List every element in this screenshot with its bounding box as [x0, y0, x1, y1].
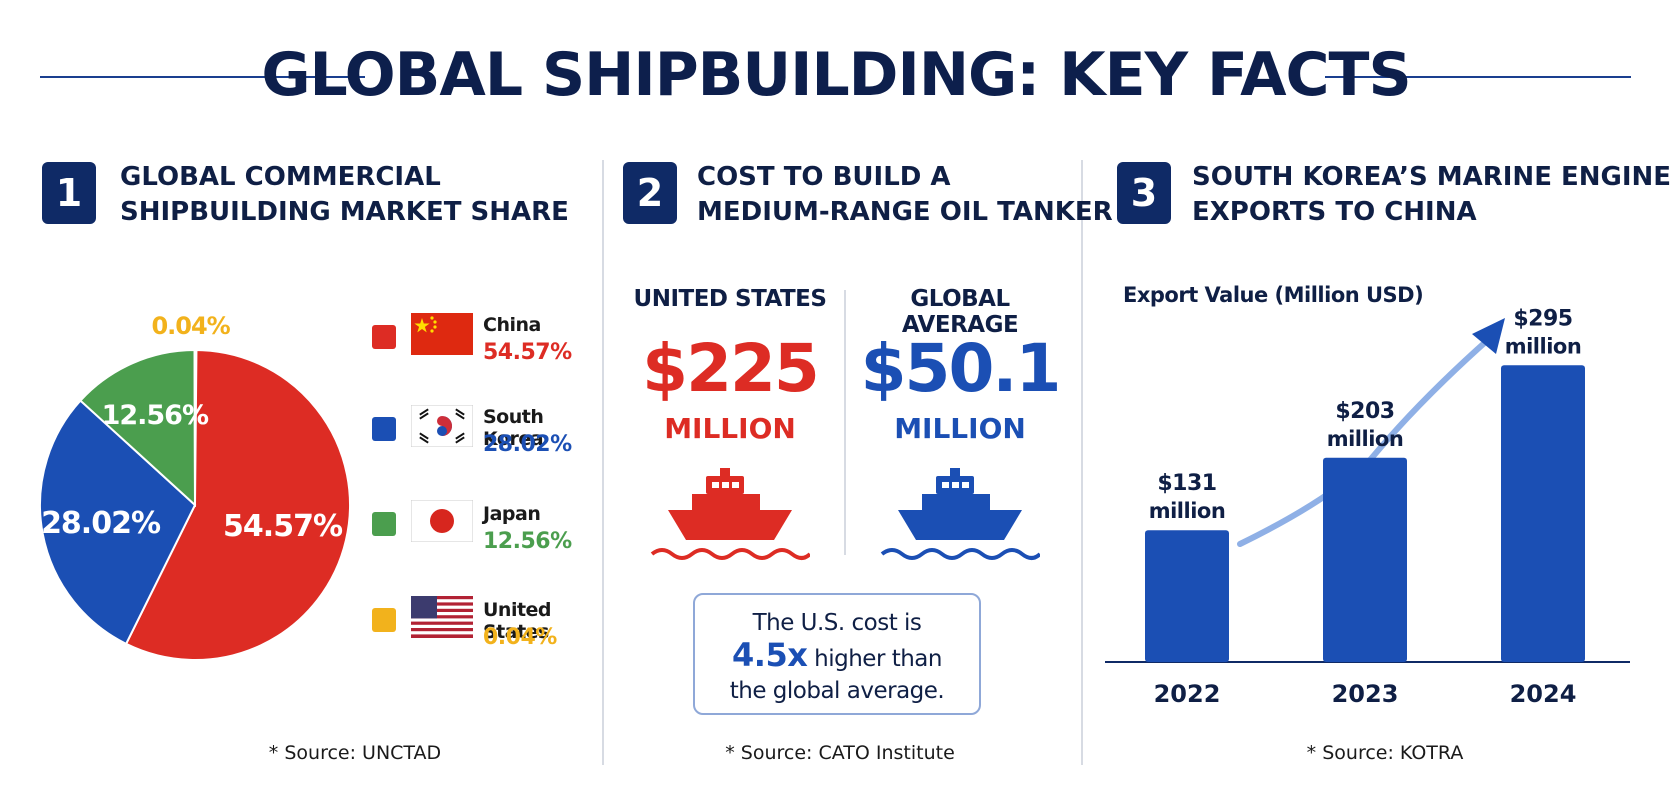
panel-2-source: * Source: CATO Institute: [725, 742, 955, 764]
bar-category-label-2023: 2023: [1332, 680, 1399, 708]
panel-divider-2: [1081, 160, 1083, 765]
bar-2023: [1323, 457, 1407, 662]
legend-value-china: 54.57%: [483, 340, 572, 365]
bar-2024: [1501, 365, 1585, 662]
panel-2-number-badge: 2: [623, 162, 677, 224]
panel-1-title: GLOBAL COMMERCIAL SHIPBUILDING MARKET SH…: [120, 160, 569, 230]
bar-unit-label-2023: million: [1327, 427, 1404, 451]
us-flag-icon: [411, 596, 473, 638]
legend-name-japan: Japan: [483, 503, 541, 525]
panel-3-number-badge: 3: [1117, 162, 1171, 224]
bar-category-label-2024: 2024: [1510, 680, 1577, 708]
pie-label-united-states: 0.04%: [151, 312, 230, 340]
legend-swatch-japan: [372, 512, 396, 536]
bar-value-label-2024: $295: [1513, 306, 1572, 331]
panel-divider-1: [602, 160, 604, 765]
bar-2022: [1145, 530, 1229, 662]
legend-name-united-states: United States: [483, 599, 552, 643]
cost-unit-united-states: MILLION: [664, 412, 796, 445]
title-rule-right: [1325, 76, 1631, 78]
bar-category-label-2022: 2022: [1154, 680, 1221, 708]
note-line-2: 4.5x higher than: [695, 639, 979, 675]
engine-exports-bar-chart: $131 million 2022 $203 million 2023 $295 millio…: [1105, 306, 1630, 708]
cost-center-divider: [844, 290, 846, 555]
legend-name-china: China: [483, 314, 541, 336]
panel-3-title: SOUTH KOREA’S MARINE ENGINE EXPORTS TO C…: [1192, 160, 1671, 230]
panel-2-title-line1: COST TO BUILD A: [697, 162, 951, 192]
panel-3-source: * Source: KOTRA: [1306, 742, 1464, 764]
pie-legend: China 54.57% South Korea 28.02% Japan 12…: [370, 310, 600, 650]
pie-label-south-korea: 28.02%: [41, 506, 161, 541]
tanker-ship-icon-red: [650, 468, 810, 560]
legend-swatch-united-states: [372, 608, 396, 632]
legend-value-japan: 12.56%: [483, 529, 572, 554]
bar-chart-y-axis-label: Export Value (Million USD): [1123, 283, 1424, 307]
panel-1-title-line2: SHIPBUILDING MARKET SHARE: [120, 197, 569, 227]
bar-value-label-2023: $203: [1335, 399, 1394, 424]
pie-slice-south-korea: [39, 399, 197, 646]
title-rule-left: [40, 76, 365, 78]
cost-value-global-average: $50.1: [860, 330, 1062, 407]
bar-unit-label-2024: million: [1505, 334, 1582, 358]
tanker-ship-icon-blue: [880, 468, 1040, 560]
legend-value-united-states: 0.04%: [483, 625, 557, 650]
bar-unit-label-2022: million: [1149, 499, 1226, 523]
south-korea-flag-icon: [411, 405, 473, 447]
legend-name-south-korea: South Korea: [483, 406, 544, 450]
note-line-2-rest: higher than: [807, 646, 942, 672]
legend-swatch-south-korea: [372, 417, 396, 441]
legend-value-south-korea: 28.02%: [483, 432, 572, 457]
japan-flag-icon: [411, 500, 473, 542]
note-line-3: the global average.: [729, 678, 945, 704]
china-flag-icon: [411, 313, 473, 355]
pie-label-japan: 12.56%: [102, 400, 209, 431]
panel-1-source: * Source: UNCTAD: [268, 742, 442, 764]
note-line-1: The U.S. cost is: [752, 610, 922, 636]
page-title: GLOBAL SHIPBUILDING: KEY FACTS: [261, 40, 1411, 110]
panel-3-title-line1: SOUTH KOREA’S MARINE ENGINE: [1192, 162, 1672, 192]
cost-label-global-average: GLOBAL AVERAGE: [901, 286, 1019, 338]
panel-2-title: COST TO BUILD A MEDIUM-RANGE OIL TANKER: [697, 160, 1113, 230]
pie-slice-japan: [79, 348, 197, 508]
pie-label-china: 54.57%: [223, 509, 343, 544]
bar-value-label-2022: $131: [1157, 471, 1216, 496]
legend-swatch-china: [372, 325, 396, 349]
panel-1-title-line1: GLOBAL COMMERCIAL: [120, 162, 441, 192]
pie-slice-united-states: [193, 348, 198, 506]
note-multiplier: 4.5x: [732, 636, 808, 674]
trend-arrow-head-icon: [1472, 318, 1505, 354]
panel-1-number-badge: 1: [42, 162, 96, 224]
cost-comparison-note: The U.S. cost is 4.5x higher than the gl…: [693, 593, 981, 715]
panel-2-title-line2: MEDIUM-RANGE OIL TANKER: [697, 197, 1113, 227]
cost-unit-global-average: MILLION: [894, 412, 1026, 445]
cost-value-united-states: $225: [642, 330, 820, 407]
cost-label-united-states: UNITED STATES: [633, 286, 827, 312]
pie-slice-china: [124, 348, 351, 661]
market-share-pie-chart: 54.57% 28.02% 12.56% 0.04%: [39, 312, 351, 661]
panel-3-title-line2: EXPORTS TO CHINA: [1192, 197, 1477, 227]
